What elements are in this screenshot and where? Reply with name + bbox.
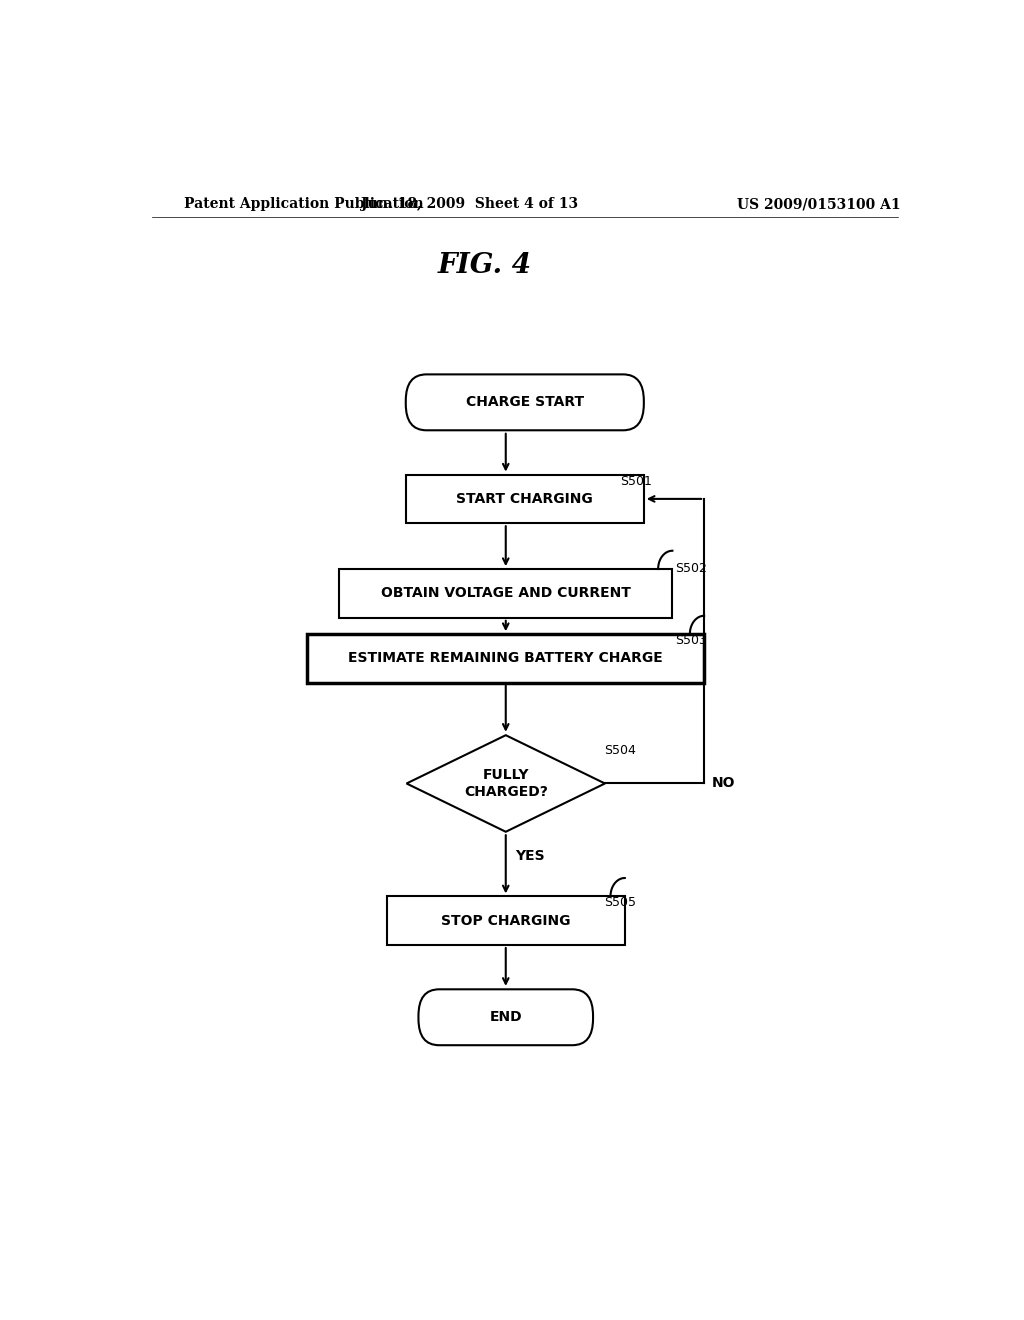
Text: START CHARGING: START CHARGING [457,492,593,506]
Text: US 2009/0153100 A1: US 2009/0153100 A1 [736,197,900,211]
Text: S503: S503 [676,634,708,647]
Bar [339,569,673,618]
FancyBboxPatch shape [406,375,644,430]
Text: S501: S501 [620,475,652,488]
Text: CHARGE START: CHARGE START [466,395,584,409]
Bar [387,896,625,945]
Text: FIG. 4: FIG. 4 [438,252,532,279]
Polygon shape [407,735,605,832]
Text: END: END [489,1010,522,1024]
Text: Patent Application Publication: Patent Application Publication [183,197,423,211]
Bar [406,474,644,523]
Text: OBTAIN VOLTAGE AND CURRENT: OBTAIN VOLTAGE AND CURRENT [381,586,631,601]
Text: NO: NO [712,776,735,791]
Text: S505: S505 [604,896,636,909]
Text: FULLY
CHARGED?: FULLY CHARGED? [464,768,548,799]
Bar [307,634,705,682]
Text: ESTIMATE REMAINING BATTERY CHARGE: ESTIMATE REMAINING BATTERY CHARGE [348,652,664,665]
Text: YES: YES [515,849,545,863]
Text: STOP CHARGING: STOP CHARGING [441,913,570,928]
Text: S502: S502 [676,561,708,574]
Text: S504: S504 [604,744,636,758]
Text: Jun. 18, 2009  Sheet 4 of 13: Jun. 18, 2009 Sheet 4 of 13 [360,197,578,211]
FancyBboxPatch shape [419,989,593,1045]
